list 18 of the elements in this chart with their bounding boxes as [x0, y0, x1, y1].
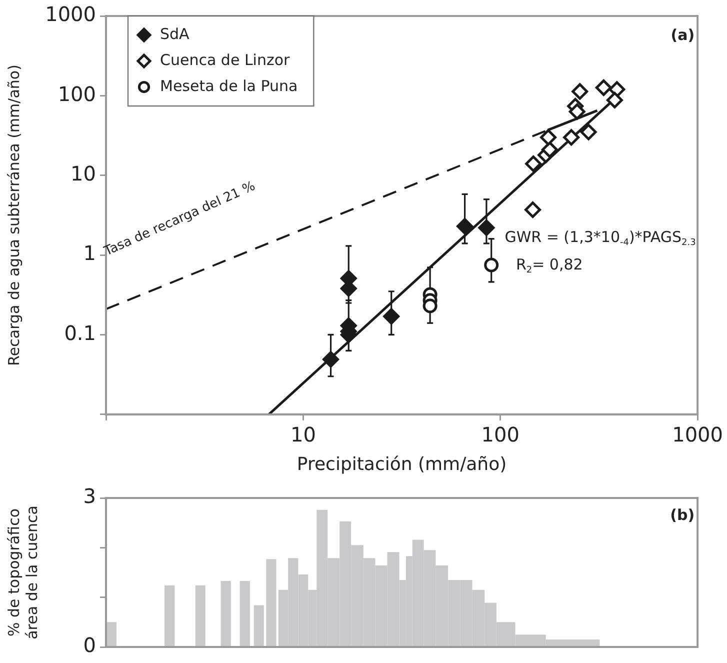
legend-label: Meseta de la Puna: [160, 76, 298, 95]
x-tick-label: 1000: [672, 422, 724, 447]
y-tick-label: 10: [70, 162, 96, 186]
y-tick-label: 0.1: [64, 320, 96, 345]
y-tick-label: 100: [58, 82, 96, 106]
annotation: (b): [670, 506, 695, 524]
legend-label: SdA: [160, 24, 190, 43]
x-tick-label: 10: [290, 422, 316, 447]
y-tick-label: 3: [83, 484, 96, 508]
y-axis-title: Recarga de agua subterránea (mm/año): [4, 64, 23, 366]
x-axis-title: Precipitación (mm/año): [296, 454, 507, 475]
x-tick-label: 100: [481, 422, 520, 447]
y-tick-label: 0: [83, 633, 96, 658]
y-axis-title: % de topográfico área de la cuenca: [4, 506, 41, 640]
y-tick-label: 1: [83, 241, 96, 266]
legend-label: Cuenca de Linzor: [160, 50, 291, 69]
y-tick-label: 1000: [45, 2, 96, 26]
annotation: (a): [670, 26, 695, 44]
